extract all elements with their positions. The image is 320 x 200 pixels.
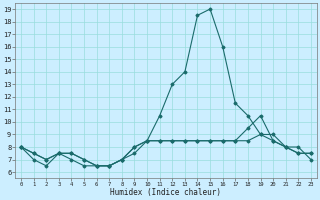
- X-axis label: Humidex (Indice chaleur): Humidex (Indice chaleur): [110, 188, 221, 197]
